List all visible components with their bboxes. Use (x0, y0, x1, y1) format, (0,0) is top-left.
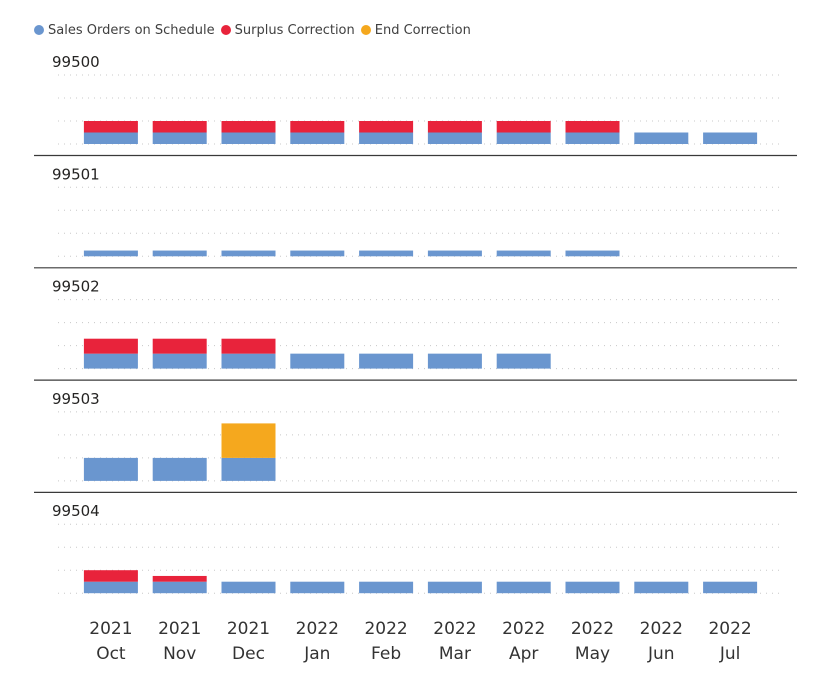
bar-99502-oct-sales-orders-on-schedule[interactable] (83, 353, 138, 369)
bar-99502-apr-sales-orders-on-schedule[interactable] (496, 353, 551, 369)
bar-99500-jul-sales-orders-on-schedule[interactable] (703, 132, 758, 145)
x-tick-year: 2022 (296, 619, 339, 639)
bar-99504-feb-sales-orders-on-schedule[interactable] (359, 581, 414, 594)
x-tick-month: Feb (371, 644, 401, 664)
bar-99501-oct-sales-orders-on-schedule[interactable] (83, 250, 138, 257)
legend-marker-surplus-correction (220, 25, 231, 35)
bar-99501-mar-sales-orders-on-schedule[interactable] (427, 250, 482, 257)
bar-99500-dec-sales-orders-on-schedule[interactable] (221, 132, 276, 145)
bar-99504-dec-sales-orders-on-schedule[interactable] (221, 581, 276, 594)
bar-99500-nov-surplus-correction[interactable] (152, 121, 207, 133)
bar-99504-jan-sales-orders-on-schedule[interactable] (290, 581, 345, 594)
panel-title: 99503 (52, 390, 100, 408)
bar-99500-jun-sales-orders-on-schedule[interactable] (634, 132, 689, 145)
legend-item-sales-orders[interactable]: Sales Orders on Schedule (34, 23, 215, 38)
x-tick-year: 2022 (433, 619, 476, 639)
bar-99504-may-sales-orders-on-schedule[interactable] (565, 581, 620, 594)
panel-title: 99502 (52, 278, 100, 296)
x-tick-year: 2022 (502, 619, 545, 639)
x-tick-year: 2021 (89, 619, 132, 639)
bar-99501-may-sales-orders-on-schedule[interactable] (565, 250, 620, 257)
x-tick-month: Dec (232, 644, 265, 664)
bar-99504-nov-sales-orders-on-schedule[interactable] (152, 581, 207, 594)
bar-99502-nov-sales-orders-on-schedule[interactable] (152, 353, 207, 369)
bar-99501-nov-sales-orders-on-schedule[interactable] (152, 250, 207, 257)
bar-99502-dec-surplus-correction[interactable] (221, 338, 276, 354)
legend-label-sales-orders: Sales Orders on Schedule (48, 22, 215, 38)
bar-99500-may-sales-orders-on-schedule[interactable] (565, 132, 620, 145)
x-tick-month: Nov (163, 644, 196, 664)
bar-99502-mar-sales-orders-on-schedule[interactable] (427, 353, 482, 369)
bar-99502-jan-sales-orders-on-schedule[interactable] (290, 353, 345, 369)
bar-99503-dec-end-correction[interactable] (221, 423, 276, 458)
bar-99503-nov-sales-orders-on-schedule[interactable] (152, 457, 207, 481)
bar-99502-dec-sales-orders-on-schedule[interactable] (221, 353, 276, 369)
x-tick-year: 2021 (158, 619, 201, 639)
legend-marker-end-correction (360, 25, 371, 35)
x-tick-year: 2021 (227, 619, 270, 639)
bar-99502-nov-surplus-correction[interactable] (152, 338, 207, 354)
x-tick-month: Jun (647, 644, 675, 664)
bar-99504-apr-sales-orders-on-schedule[interactable] (496, 581, 551, 594)
bar-99504-jun-sales-orders-on-schedule[interactable] (634, 581, 689, 594)
x-tick-month: Jan (303, 644, 330, 664)
bar-99500-dec-surplus-correction[interactable] (221, 121, 276, 133)
x-tick-month: Apr (509, 644, 538, 664)
bar-99501-apr-sales-orders-on-schedule[interactable] (496, 250, 551, 257)
x-tick-year: 2022 (708, 619, 751, 639)
chart-legend: Sales Orders on Schedule Surplus Correct… (34, 20, 477, 40)
bar-99500-mar-surplus-correction[interactable] (427, 121, 482, 133)
x-tick-month: Oct (96, 644, 126, 664)
bar-99503-dec-sales-orders-on-schedule[interactable] (221, 457, 276, 481)
bar-99504-nov-surplus-correction[interactable] (152, 575, 207, 582)
bar-99502-feb-sales-orders-on-schedule[interactable] (359, 353, 414, 369)
legend-label-surplus-correction: Surplus Correction (234, 22, 355, 38)
x-tick-year: 2022 (640, 619, 683, 639)
bar-99500-jan-sales-orders-on-schedule[interactable] (290, 132, 345, 145)
bar-99500-oct-surplus-correction[interactable] (83, 121, 138, 133)
x-tick-month: Jul (719, 644, 741, 664)
bar-99500-apr-surplus-correction[interactable] (496, 121, 551, 133)
bar-99500-may-surplus-correction[interactable] (565, 121, 620, 133)
bar-99500-jan-surplus-correction[interactable] (290, 121, 345, 133)
bar-99501-jan-sales-orders-on-schedule[interactable] (290, 250, 345, 257)
panel-title: 99504 (52, 502, 100, 520)
legend-label-end-correction: End Correction (374, 22, 471, 38)
bar-99504-mar-sales-orders-on-schedule[interactable] (427, 581, 482, 594)
legend-item-surplus-correction[interactable]: Surplus Correction (220, 22, 355, 38)
bar-99504-oct-surplus-correction[interactable] (83, 570, 138, 582)
bar-99500-oct-sales-orders-on-schedule[interactable] (83, 132, 138, 145)
bar-99501-feb-sales-orders-on-schedule[interactable] (359, 250, 414, 257)
bar-99502-oct-surplus-correction[interactable] (83, 338, 138, 354)
bar-99500-feb-sales-orders-on-schedule[interactable] (359, 132, 414, 145)
x-tick-month: Mar (439, 644, 471, 664)
panel-title: 99500 (52, 53, 100, 71)
bar-99500-feb-surplus-correction[interactable] (359, 121, 414, 133)
panel-title: 99501 (52, 165, 100, 183)
bar-99500-nov-sales-orders-on-schedule[interactable] (152, 132, 207, 145)
x-tick-year: 2022 (571, 619, 614, 639)
bar-99504-oct-sales-orders-on-schedule[interactable] (83, 581, 138, 594)
legend-marker-sales-orders (34, 25, 44, 35)
bar-99503-oct-sales-orders-on-schedule[interactable] (83, 457, 138, 481)
legend-item-end-correction[interactable]: End Correction (360, 22, 471, 38)
x-tick-month: May (575, 644, 610, 664)
bar-99504-jul-sales-orders-on-schedule[interactable] (703, 581, 758, 594)
bar-99500-mar-sales-orders-on-schedule[interactable] (427, 132, 482, 145)
x-tick-year: 2022 (364, 619, 407, 639)
bar-99500-apr-sales-orders-on-schedule[interactable] (496, 132, 551, 145)
bar-99501-dec-sales-orders-on-schedule[interactable] (221, 250, 276, 257)
